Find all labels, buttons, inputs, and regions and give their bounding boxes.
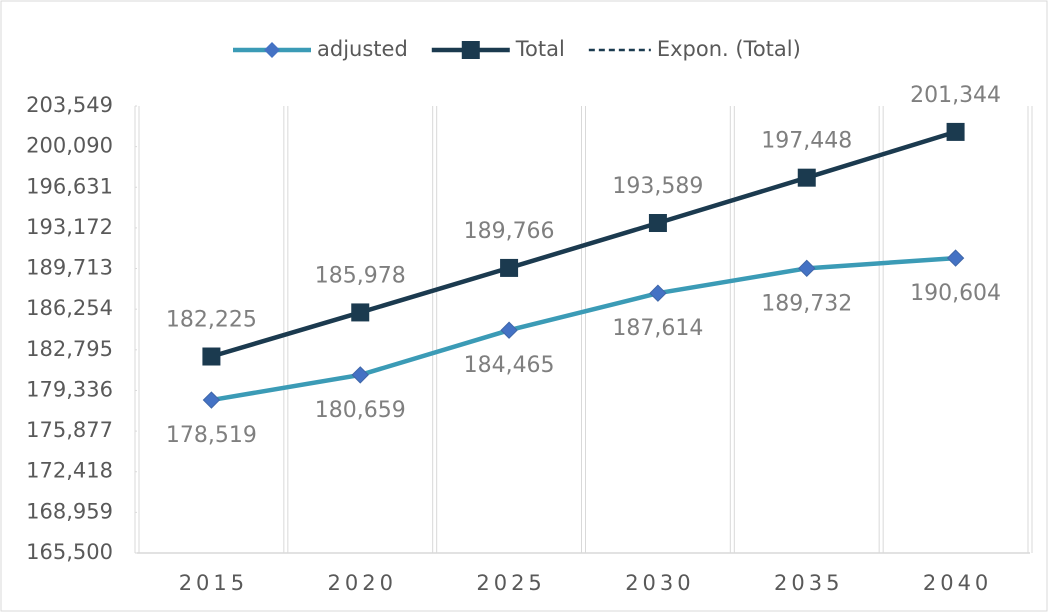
data-label: 189,732 xyxy=(761,291,852,316)
marker xyxy=(798,259,816,278)
x-tick-label: 2020 xyxy=(328,571,397,595)
x-tick-label: 2030 xyxy=(625,571,694,595)
legend-marker xyxy=(264,42,280,58)
marker xyxy=(946,249,965,267)
y-tick-label: 179,336 xyxy=(26,377,113,401)
marker xyxy=(351,303,370,322)
marker xyxy=(946,122,965,141)
data-label: 185,978 xyxy=(315,263,406,288)
y-tick-label: 189,713 xyxy=(26,256,113,280)
series-line xyxy=(210,129,957,359)
x-tick-label: 2025 xyxy=(476,571,545,595)
legend-label: Total xyxy=(515,37,565,61)
marker xyxy=(648,214,667,233)
marker xyxy=(797,168,816,187)
marker xyxy=(500,321,518,339)
data-label: 201,344 xyxy=(910,83,1001,108)
y-tick-label: 175,877 xyxy=(26,418,113,442)
data-label: 190,604 xyxy=(910,281,1001,306)
data-label: 193,589 xyxy=(612,174,703,199)
marker xyxy=(202,391,221,409)
legend-label: adjusted xyxy=(317,37,408,61)
y-tick-label: 168,959 xyxy=(26,499,113,523)
data-label: 189,766 xyxy=(464,219,555,244)
marker xyxy=(202,347,221,366)
data-label: 178,519 xyxy=(166,423,257,448)
data-label: 197,448 xyxy=(761,129,852,154)
series-line xyxy=(211,255,956,403)
y-tick-label: 172,418 xyxy=(26,459,113,483)
y-tick-label: 186,254 xyxy=(26,296,113,320)
y-tick-label: 200,090 xyxy=(26,134,113,158)
x-tick-label: 2040 xyxy=(923,571,992,595)
data-label: 187,614 xyxy=(612,316,703,341)
y-tick-label: 182,795 xyxy=(26,337,113,361)
y-tick-label: 196,631 xyxy=(26,174,113,198)
y-tick-label: 165,500 xyxy=(26,540,113,564)
legend-label: Expon. (Total) xyxy=(657,37,801,61)
data-label: 184,465 xyxy=(464,353,555,378)
marker xyxy=(649,284,667,302)
marker xyxy=(500,258,519,277)
marker xyxy=(351,366,369,384)
data-label: 182,225 xyxy=(166,308,257,333)
x-tick-label: 2015 xyxy=(179,571,248,595)
data-label: 180,659 xyxy=(315,398,406,423)
legend-marker xyxy=(461,41,480,59)
y-tick-label: 203,549 xyxy=(26,93,113,117)
y-tick-label: 193,172 xyxy=(26,215,113,239)
x-tick-label: 2035 xyxy=(774,571,843,595)
